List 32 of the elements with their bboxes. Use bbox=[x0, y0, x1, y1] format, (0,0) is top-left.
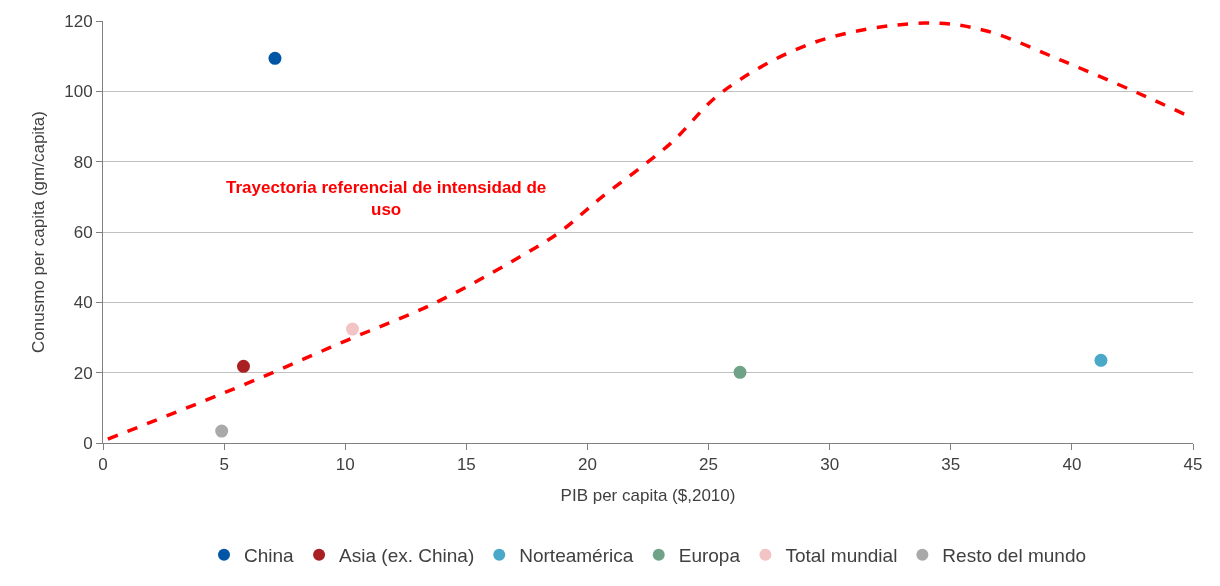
legend-label: Norteamérica bbox=[519, 545, 634, 567]
y-tick-label: 120 bbox=[64, 11, 93, 31]
x-tick-label: 25 bbox=[699, 455, 719, 475]
x-tick-label: 15 bbox=[456, 455, 476, 475]
x-tick-label: 20 bbox=[577, 455, 597, 475]
point bbox=[268, 51, 282, 65]
point bbox=[346, 322, 359, 336]
point bbox=[1094, 353, 1108, 367]
x-tick-label: 40 bbox=[1062, 455, 1082, 475]
legend-label: China bbox=[244, 545, 295, 567]
y-tick-label: 40 bbox=[73, 293, 93, 313]
legend-label: Europa bbox=[678, 545, 741, 567]
x-tick-label: 0 bbox=[98, 455, 108, 475]
y-tick-label: 0 bbox=[83, 433, 93, 453]
y-axis-title: Conusmo per capita (gm/capita) bbox=[28, 111, 48, 353]
x-axis-title: PIB per capita ($,2010) bbox=[560, 485, 736, 505]
legend-label: Asia (ex. China) bbox=[339, 545, 475, 567]
x-tick-label: 10 bbox=[335, 455, 355, 475]
annotation: Trayectoria referencial de intensidad de uso bbox=[226, 178, 547, 220]
x-tick-label: 45 bbox=[1183, 455, 1203, 475]
y-tick-label: 100 bbox=[64, 82, 93, 102]
x-tick-label: 5 bbox=[219, 455, 229, 475]
y-tick-label: 60 bbox=[73, 222, 93, 242]
point bbox=[215, 424, 229, 438]
legend-label: Resto del mundo bbox=[942, 545, 1087, 567]
point bbox=[237, 359, 250, 373]
y-tick-label: 80 bbox=[73, 152, 93, 172]
x-tick-label: 35 bbox=[941, 455, 961, 475]
legend-label: Total mundial bbox=[785, 545, 898, 567]
y-tick-label: 20 bbox=[73, 363, 93, 383]
x-tick-label: 30 bbox=[820, 455, 840, 475]
point bbox=[733, 365, 747, 379]
